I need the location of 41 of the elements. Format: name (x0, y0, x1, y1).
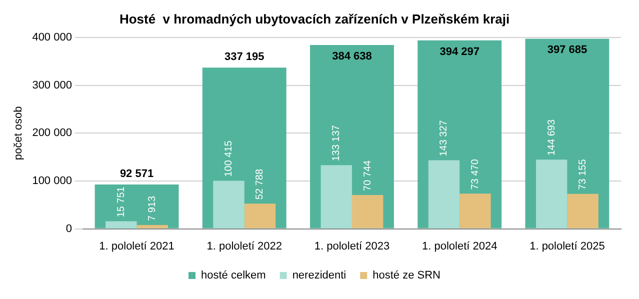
x-tick-label: 1. pololetí 2021 (99, 240, 174, 252)
legend-label: hosté ze SRN (372, 270, 441, 282)
x-tick-label: 1. pololetí 2025 (530, 240, 605, 252)
bar (94, 184, 179, 228)
x-tick-label: 1. pololetí 2024 (422, 240, 498, 252)
data-label: 52 788 (254, 168, 266, 200)
y-tick-label: 300 000 (32, 79, 72, 92)
y-tick-label: 100 000 (32, 175, 72, 188)
bar (106, 221, 137, 228)
bar (244, 204, 276, 228)
data-label: 384 638 (332, 50, 372, 62)
bar (320, 165, 352, 228)
bar (460, 194, 491, 228)
y-tick-label: 0 (66, 222, 72, 235)
data-label: 100 415 (224, 140, 235, 177)
data-label: 394 297 (440, 46, 480, 58)
data-label: 70 744 (362, 160, 374, 191)
data-label: 73 470 (470, 158, 481, 190)
bar (428, 160, 460, 228)
bar (536, 160, 568, 228)
data-label: 15 751 (116, 186, 127, 218)
bar (213, 180, 244, 228)
x-tick-label: 1. pololetí 2023 (314, 240, 390, 252)
y-tick-label: 400 000 (32, 32, 72, 44)
data-label: 144 693 (546, 119, 558, 156)
legend-label: nerezidenti (292, 270, 346, 282)
x-tick-label: 1. pololetí 2022 (206, 240, 282, 252)
y-tick-label: 200 000 (32, 127, 72, 140)
y-axis-title: počet osob (12, 106, 25, 160)
data-label: 133 137 (331, 124, 342, 162)
data-label: 7 913 (147, 196, 158, 222)
data-label: 337 195 (224, 51, 264, 64)
data-label: 92 571 (120, 168, 154, 180)
data-label: 397 685 (547, 44, 588, 56)
data-label: 73 155 (578, 158, 589, 190)
legend-label: hosté celkem (201, 270, 266, 282)
data-label: 143 327 (438, 120, 450, 156)
chart-title: Hosté v hromadných ubytovacích zařízeních v Plzeňském kraji (119, 11, 510, 26)
bar (136, 225, 168, 228)
bar (352, 194, 384, 228)
bar (567, 194, 598, 228)
